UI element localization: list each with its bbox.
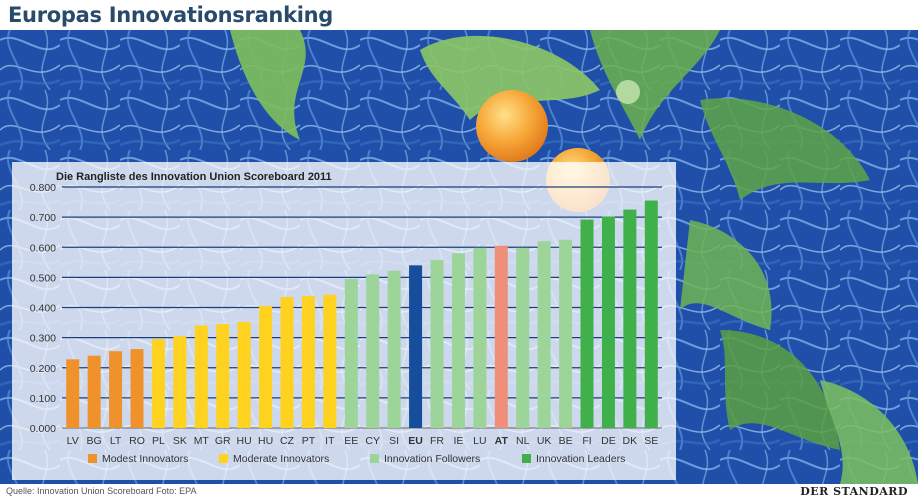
x-tick-label: RO [129, 435, 145, 447]
y-tick-label: 0.600 [30, 242, 56, 254]
bar [301, 296, 315, 428]
legend-swatch [219, 454, 228, 463]
bar [537, 241, 551, 428]
bar [130, 349, 144, 428]
y-tick-label: 0.300 [30, 333, 56, 345]
x-tick-label: HU [237, 435, 252, 447]
x-tick-label: CZ [280, 435, 295, 447]
bar [516, 247, 530, 428]
legend-label: Innovation Leaders [536, 453, 625, 465]
x-tick-label: SE [644, 435, 658, 447]
y-tick-label: 0.400 [30, 303, 56, 315]
legend-label: Modest Innovators [102, 453, 188, 465]
y-tick-label: 0.500 [30, 272, 56, 284]
y-tick-label: 0.200 [30, 363, 56, 375]
legend-label: Moderate Innovators [233, 453, 329, 465]
x-tick-label: NL [516, 435, 530, 447]
x-tick-label: IT [325, 435, 335, 447]
bar [580, 219, 594, 428]
bar [623, 209, 637, 428]
x-tick-label: PT [302, 435, 316, 447]
headline: Europas Innovationsranking [8, 3, 334, 27]
publisher-logo: DER STANDARD [800, 485, 908, 498]
x-tick-label: LT [110, 435, 122, 447]
chart-panel: Die Rangliste des Innovation Union Score… [12, 162, 676, 480]
bar [559, 239, 573, 428]
x-tick-label: DK [623, 435, 638, 447]
bar [601, 216, 615, 428]
x-tick-label: SI [389, 435, 399, 447]
legend-label: Innovation Followers [384, 453, 480, 465]
legend-swatch [522, 454, 531, 463]
bar [87, 355, 101, 428]
x-tick-label: PL [152, 435, 165, 447]
y-tick-label: 0.800 [30, 182, 56, 194]
bar [451, 253, 465, 428]
bar [237, 321, 251, 428]
x-tick-label: CY [365, 435, 380, 447]
x-tick-label: MT [194, 435, 210, 447]
x-tick-label: UK [537, 435, 552, 447]
bar [344, 278, 358, 428]
bar [409, 265, 423, 428]
bar [473, 247, 487, 428]
legend-swatch [370, 454, 379, 463]
x-tick-label: GR [215, 435, 231, 447]
x-tick-label: HU [258, 435, 273, 447]
footer: Quelle: Innovation Union Scoreboard Foto… [0, 484, 918, 500]
bar [366, 274, 380, 428]
y-tick-label: 0.700 [30, 212, 56, 224]
y-tick-label: 0.000 [30, 423, 56, 435]
x-tick-label: SK [173, 435, 187, 447]
bar [323, 294, 337, 428]
x-tick-label: LU [473, 435, 486, 447]
bar [66, 359, 80, 428]
bar-chart: Die Rangliste des Innovation Union Score… [30, 171, 662, 465]
x-tick-label: BE [559, 435, 573, 447]
x-tick-label: FR [430, 435, 444, 447]
x-tick-label: EU [408, 435, 423, 447]
bar [387, 270, 401, 428]
x-tick-label: EE [344, 435, 358, 447]
x-tick-label: FI [582, 435, 591, 447]
legend-swatch [88, 454, 97, 463]
bar [494, 245, 508, 428]
bar [259, 305, 273, 428]
bar [430, 259, 444, 428]
x-tick-label: DE [601, 435, 616, 447]
bar [151, 339, 165, 428]
x-tick-label: IE [453, 435, 463, 447]
bar [280, 296, 294, 428]
bar [194, 325, 208, 428]
x-tick-label: AT [495, 435, 509, 447]
source-credit: Quelle: Innovation Union Scoreboard Foto… [6, 486, 197, 496]
bar [109, 351, 123, 428]
x-tick-label: LV [67, 435, 79, 447]
x-tick-label: BG [87, 435, 102, 447]
y-tick-label: 0.100 [30, 393, 56, 405]
bar [173, 336, 187, 428]
bar [644, 200, 658, 428]
headline-bar: Europas Innovationsranking [0, 0, 918, 31]
bar [216, 324, 230, 428]
chart-title: Die Rangliste des Innovation Union Score… [56, 171, 332, 183]
